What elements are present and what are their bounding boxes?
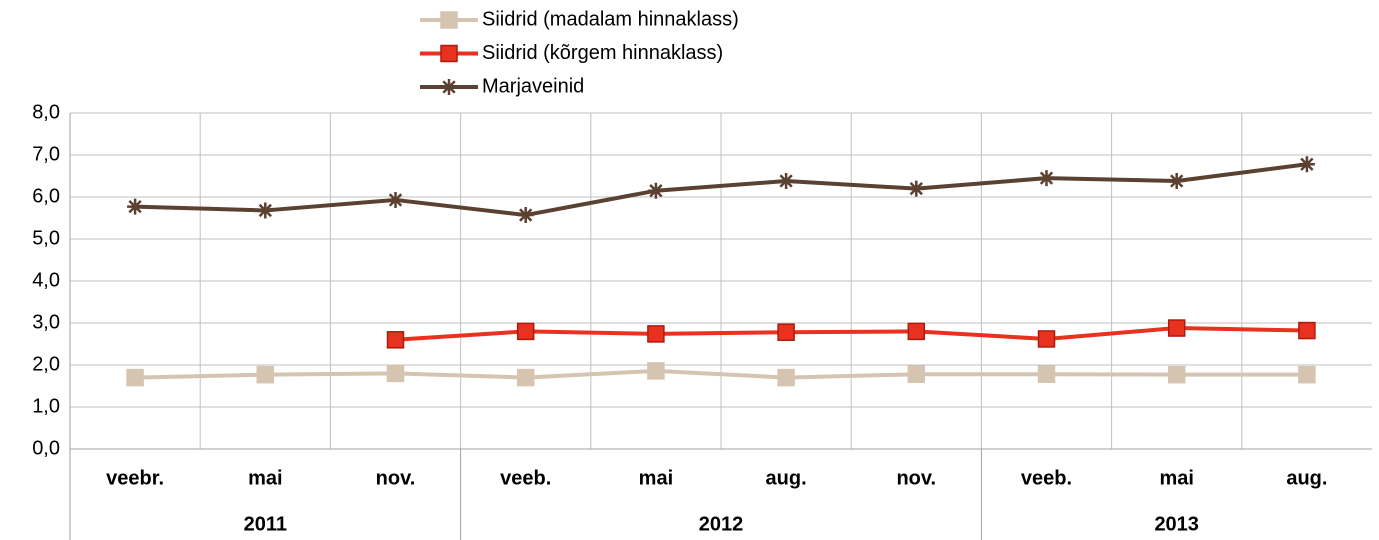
series-line [135, 368, 1307, 380]
legend-label: Marjaveinid [482, 75, 584, 97]
legend-marker [441, 79, 457, 95]
marker [387, 191, 404, 208]
y-tick-label: 2,0 [32, 353, 60, 375]
x-group-label: 2011 [244, 513, 287, 535]
marker [1298, 156, 1315, 173]
marker [1167, 319, 1186, 337]
x-tick-label: nov. [376, 467, 416, 489]
y-tick-label: 1,0 [32, 395, 60, 417]
marker [1167, 365, 1186, 384]
x-tick-label: veebr. [106, 467, 164, 489]
x-tick-label: aug. [766, 467, 807, 489]
marker [257, 202, 274, 219]
legend-marker [440, 44, 458, 63]
x-group-label: 2012 [699, 513, 744, 535]
marker [1037, 365, 1056, 383]
marker [1298, 365, 1316, 384]
legend-label: Siidrid (madalam hinnaklass) [482, 8, 739, 30]
marker [647, 325, 665, 343]
y-tick-label: 6,0 [32, 185, 60, 207]
x-group-label: 2013 [1154, 513, 1199, 535]
series-line [395, 326, 1307, 342]
marker [647, 362, 665, 380]
marker [778, 173, 795, 190]
marker [386, 364, 405, 383]
marker [777, 323, 795, 341]
marker [517, 207, 534, 224]
marker [907, 322, 926, 341]
marker [1037, 330, 1056, 348]
marker [1298, 321, 1316, 340]
y-tick-label: 7,0 [32, 143, 60, 165]
marker [127, 198, 144, 215]
marker [386, 331, 405, 349]
y-tick-label: 5,0 [32, 227, 60, 249]
marker [126, 368, 144, 387]
x-tick-label: mai [639, 467, 673, 489]
x-tick-label: veeb. [1021, 467, 1072, 489]
y-tick-label: 4,0 [32, 269, 60, 291]
marker [647, 182, 664, 199]
marker [777, 368, 795, 387]
y-tick-label: 8,0 [32, 101, 60, 123]
legend-marker [440, 11, 458, 29]
marker [908, 180, 925, 197]
legend-label: Siidrid (kõrgem hinnaklass) [482, 42, 723, 64]
marker [516, 368, 535, 387]
marker [516, 322, 535, 341]
marker [256, 365, 275, 384]
x-tick-label: aug. [1286, 467, 1327, 489]
x-tick-label: mai [248, 467, 282, 489]
marker [907, 365, 926, 383]
series-line [135, 162, 1308, 218]
x-tick-label: nov. [896, 467, 936, 489]
marker [1038, 170, 1055, 187]
marker [1168, 173, 1185, 190]
x-tick-label: veeb. [500, 467, 551, 489]
x-tick-label: mai [1159, 467, 1193, 489]
y-tick-label: 3,0 [32, 311, 60, 333]
y-tick-label: 0,0 [32, 437, 60, 459]
